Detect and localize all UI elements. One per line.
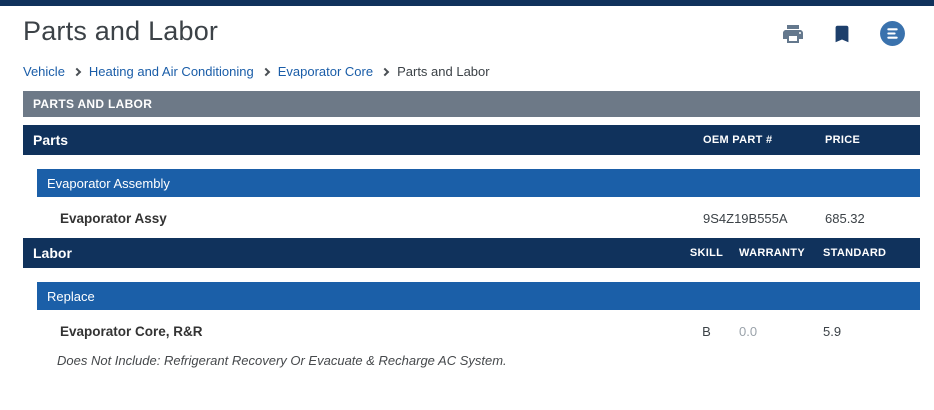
breadcrumb-vehicle[interactable]: Vehicle — [23, 64, 65, 79]
print-icon — [781, 22, 805, 49]
bookmark-button[interactable] — [831, 23, 853, 48]
parts-header-row: Parts OEM PART # PRICE — [23, 125, 920, 155]
page-header: Parts and Labor — [23, 6, 920, 50]
print-button[interactable] — [781, 22, 805, 49]
labor-standard-value: 5.9 — [823, 324, 842, 339]
breadcrumb-current: Parts and Labor — [397, 64, 490, 79]
parts-group-evaporator-assembly: Evaporator Assembly — [37, 169, 920, 197]
section-header: PARTS AND LABOR — [23, 91, 920, 117]
labor-row-evaporator-core: Evaporator Core, R&R B 0.0 5.9 — [23, 310, 920, 351]
spec-list-icon — [879, 20, 906, 50]
column-header-standard: STANDARD — [823, 247, 887, 259]
spec-list-button[interactable] — [879, 20, 906, 50]
parts-and-labor-page: Parts and Labor — [0, 6, 934, 368]
top-accent-bar — [0, 0, 934, 6]
chevron-right-icon — [72, 67, 82, 76]
toolbar — [781, 16, 920, 50]
page-title: Parts and Labor — [23, 16, 219, 46]
section-title: PARTS AND LABOR — [33, 97, 153, 111]
labor-group-label: Replace — [47, 288, 95, 304]
breadcrumb: Vehicle Heating and Air Conditioning Eva… — [23, 64, 920, 79]
part-oem-number: 9S4Z19B555A — [703, 211, 788, 226]
labor-header-row: Labor SKILL WARRANTY STANDARD — [23, 238, 920, 268]
breadcrumb-heating-and-air-conditioning[interactable]: Heating and Air Conditioning — [88, 64, 254, 79]
column-header-price: PRICE — [825, 134, 861, 146]
chevron-right-icon — [380, 67, 390, 76]
labor-group-replace: Replace — [37, 282, 920, 310]
column-header-oem-part: OEM PART # — [703, 134, 773, 146]
part-name: Evaporator Assy — [60, 211, 167, 226]
parts-title: Parts — [33, 132, 69, 148]
labor-title: Labor — [33, 245, 72, 261]
labor-operation-name: Evaporator Core, R&R — [60, 324, 203, 339]
labor-skill-value: B — [702, 324, 711, 339]
bookmark-icon — [831, 23, 853, 48]
labor-note: Does Not Include: Refrigerant Recovery O… — [57, 353, 507, 368]
chevron-right-icon — [261, 67, 270, 76]
column-header-warranty: WARRANTY — [739, 247, 805, 259]
part-row-evaporator-assy: Evaporator Assy 9S4Z19B555A 685.32 — [23, 197, 920, 238]
breadcrumb-evaporator-core[interactable]: Evaporator Core — [277, 64, 374, 79]
part-price: 685.32 — [825, 211, 865, 226]
column-header-skill: SKILL — [689, 247, 724, 259]
parts-group-label: Evaporator Assembly — [47, 175, 170, 191]
labor-warranty-value: 0.0 — [739, 324, 758, 339]
